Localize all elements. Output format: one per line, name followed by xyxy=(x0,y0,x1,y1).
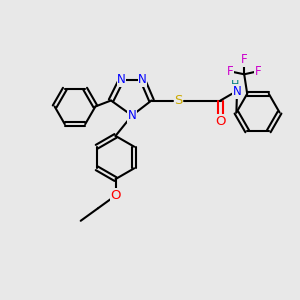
Text: O: O xyxy=(110,189,121,202)
Text: H: H xyxy=(230,80,239,91)
Text: N: N xyxy=(128,109,136,122)
Text: F: F xyxy=(241,53,247,66)
Text: F: F xyxy=(226,65,233,78)
Text: N: N xyxy=(138,73,147,86)
Text: F: F xyxy=(254,65,261,78)
Text: S: S xyxy=(174,94,183,107)
Text: O: O xyxy=(215,115,226,128)
Text: N: N xyxy=(232,85,242,98)
Text: N: N xyxy=(117,73,126,86)
